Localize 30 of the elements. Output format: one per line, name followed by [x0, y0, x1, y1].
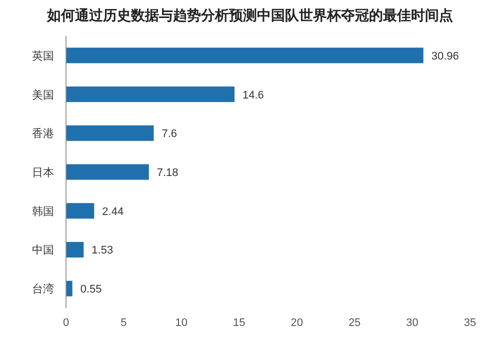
- y-tick-label: 韩国: [32, 204, 54, 218]
- y-tick-label: 日本: [32, 166, 54, 179]
- x-tick-label: 20: [290, 317, 303, 329]
- bar: [66, 48, 424, 64]
- y-tick-label: 香港: [32, 127, 54, 140]
- x-tick-label: 30: [406, 317, 418, 329]
- bar: [66, 203, 94, 219]
- x-tick-label: 15: [233, 317, 246, 329]
- y-tick-label: 英国: [32, 49, 54, 62]
- bar: [66, 125, 154, 141]
- data-label: 2.44: [102, 206, 124, 218]
- x-tick-label: 0: [62, 317, 70, 329]
- data-label: 0.55: [80, 284, 102, 296]
- data-label: 7.18: [156, 167, 178, 179]
- data-label: 1.53: [92, 244, 114, 257]
- y-tick-label: 中国: [32, 244, 54, 257]
- bar: [66, 242, 84, 258]
- y-tick-label: 美国: [32, 88, 54, 102]
- y-tick-label: 台湾: [32, 282, 54, 296]
- data-label: 14.6: [242, 89, 264, 102]
- bar: [66, 86, 235, 102]
- data-label: 30.96: [431, 50, 459, 62]
- x-tick-label: 5: [120, 317, 127, 329]
- bar: [66, 280, 72, 296]
- bar: [66, 164, 149, 180]
- x-tick-label: 25: [348, 317, 361, 329]
- data-label: 7.6: [162, 128, 178, 140]
- x-tick-label: 10: [175, 317, 188, 329]
- x-tick-label: 35: [464, 317, 476, 329]
- chart-title: 如何通过历史数据与趋势分析预测中国队世界杯夺冠的最佳时间点: [46, 7, 453, 23]
